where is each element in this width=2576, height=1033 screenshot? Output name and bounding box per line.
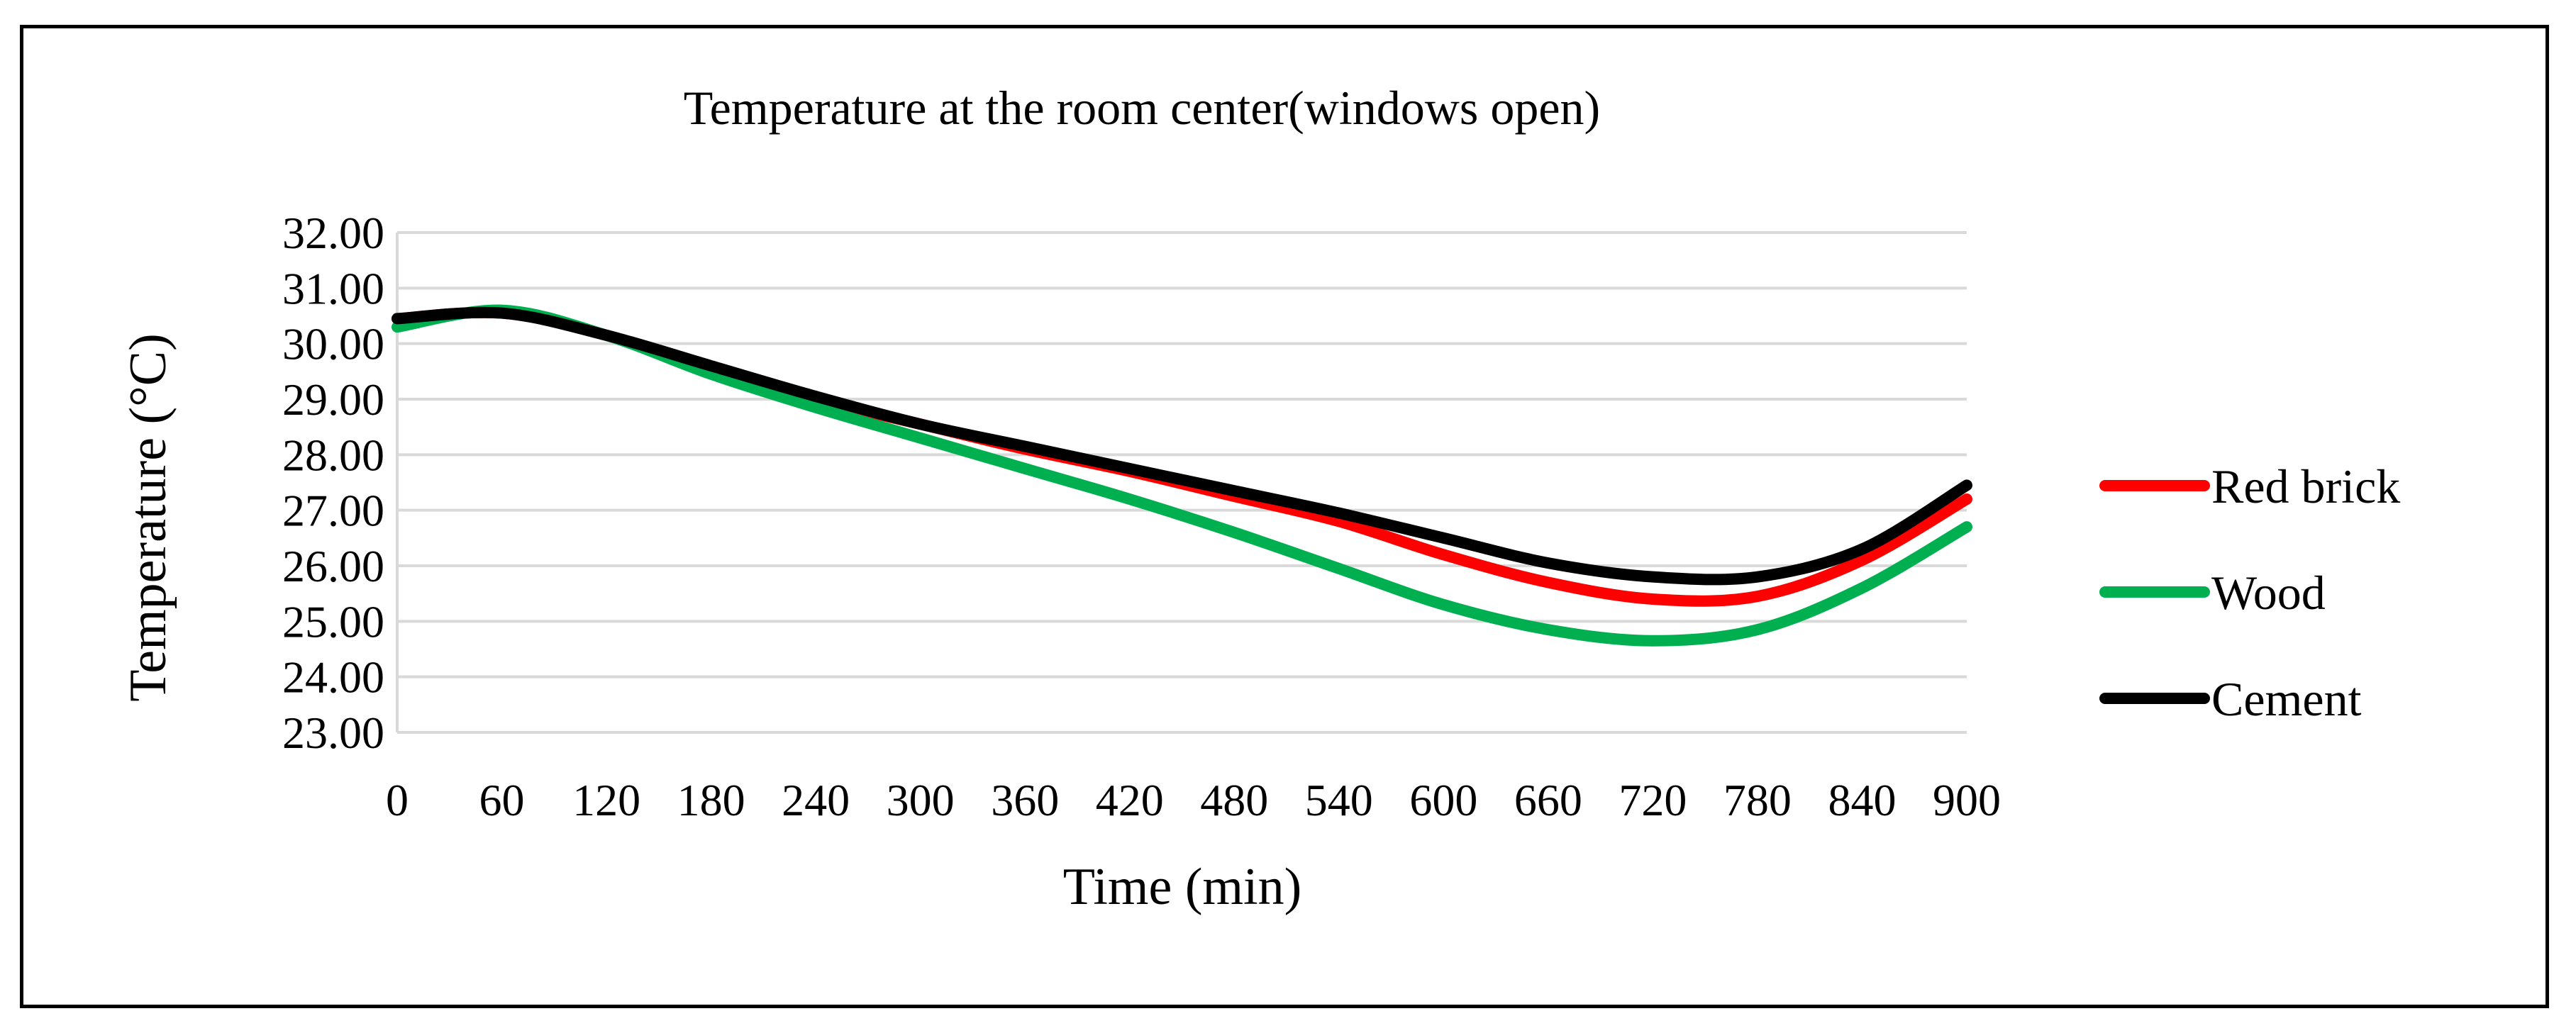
y-tick-label: 30.00 [282, 319, 384, 369]
chart-frame: 23.00 24.00 25.00 26.00 27.00 28.00 29.00 30.00… [20, 25, 2549, 1008]
x-tick-label: 600 [1409, 775, 1477, 825]
x-tick-label: 60 [479, 775, 525, 825]
legend-label-cement: Cement [2211, 672, 2362, 726]
y-tick-label: 26.00 [282, 541, 384, 591]
x-tick-label: 480 [1200, 775, 1268, 825]
x-tick-label: 540 [1305, 775, 1373, 825]
y-tick-label: 27.00 [282, 486, 384, 536]
x-tick-label: 360 [991, 775, 1059, 825]
y-tick-label: 29.00 [282, 374, 384, 425]
gridlines [397, 231, 1967, 679]
x-tick-label: 660 [1514, 775, 1582, 825]
legend-label-red-brick: Red brick [2211, 459, 2400, 513]
legend: Red brick Wood Cement [2099, 459, 2400, 726]
series-line-cement [392, 306, 1972, 586]
y-tick-label: 28.00 [282, 430, 384, 480]
x-tick-label: 420 [1096, 775, 1164, 825]
series-line-red-brick [392, 306, 1972, 607]
series-lines [392, 304, 1972, 647]
x-axis-title: Time (min) [1063, 858, 1301, 916]
legend-label-wood: Wood [2211, 566, 2326, 620]
x-tick-label: 300 [887, 775, 955, 825]
y-tick-label: 23.00 [282, 708, 384, 758]
x-tick-label: 780 [1723, 775, 1792, 825]
x-tick-label: 900 [1933, 775, 2001, 825]
y-axis-title: Temperature (°C) [119, 333, 177, 702]
y-tick-label: 24.00 [282, 652, 384, 703]
x-tick-label: 120 [572, 775, 640, 825]
x-tick-label: 840 [1828, 775, 1896, 825]
y-tick-label: 31.00 [282, 263, 384, 313]
y-tick-label: 25.00 [282, 596, 384, 647]
x-tick-label: 720 [1619, 775, 1687, 825]
x-tick-label: 240 [782, 775, 850, 825]
y-tick-label: 32.00 [282, 208, 384, 258]
chart-title: Temperature at the room center(windows o… [684, 81, 1600, 135]
x-tick-label: 180 [677, 775, 745, 825]
x-tick-label: 0 [386, 775, 409, 825]
